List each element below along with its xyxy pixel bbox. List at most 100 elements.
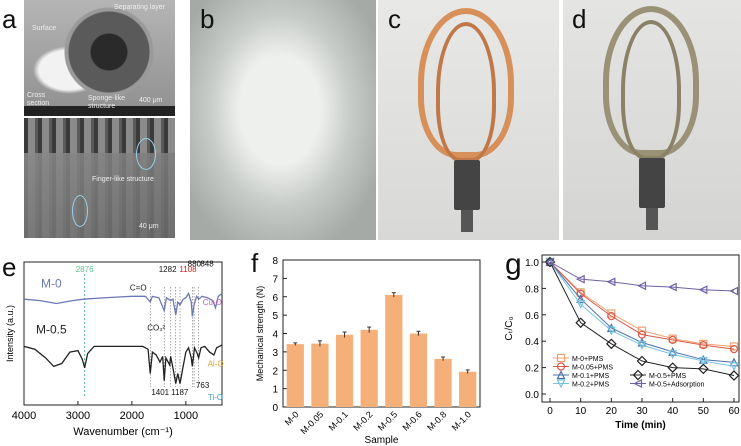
e-peak-annotation: 848	[200, 259, 214, 268]
g-legend-label: M-0.1+PMS	[572, 373, 609, 380]
f-bar-M-0.05	[311, 343, 329, 407]
g-legend-marker	[556, 370, 566, 380]
g-x-tick-label: 0	[547, 406, 553, 417]
g-x-tick-label: 50	[698, 406, 710, 417]
f-bar-M-0	[286, 344, 304, 407]
panel-label-e: e	[2, 252, 17, 282]
f-x-tick-label: M-0.1	[327, 409, 350, 432]
g-x-tick-label: 20	[606, 406, 618, 417]
e-y-axis-label: Intensity (a.u.)	[5, 305, 15, 362]
g-point	[545, 257, 555, 267]
g-point	[667, 282, 677, 292]
g-line-M-0.5+PMS	[549, 261, 735, 377]
g-x-tick-label: 10	[575, 406, 587, 417]
scale-bar-400: 400 μm	[139, 97, 163, 104]
g-legend-marker	[633, 379, 643, 388]
g-legend-label: M-0.5+Adsorption	[649, 382, 705, 389]
label-surface: Surface	[32, 25, 57, 32]
f-y-tick-label: 4	[272, 330, 278, 341]
f-y-tick-label: 6	[272, 293, 278, 304]
g-point	[606, 326, 616, 336]
g-line-M-0.5+Adsorption	[549, 261, 735, 292]
e-x-tick-label: 4000	[12, 410, 36, 422]
e-x-tick-label: 1000	[174, 410, 198, 422]
sem-image-finger-structure: Finger-like structure 40 μm	[24, 118, 175, 238]
e-peak-annotation: 763	[196, 381, 210, 390]
f-y-tick-label: 7	[272, 274, 278, 285]
f-bar-M-0.8	[434, 358, 452, 407]
e-peak-annotation: C=O	[130, 284, 147, 293]
g-legend-label: M-0+PMS	[572, 356, 604, 363]
g-point	[667, 362, 679, 373]
label-separating-layer: Separating layer	[114, 4, 165, 11]
e-peak-annotation: Ti-O	[208, 393, 223, 402]
g-point	[668, 335, 677, 344]
panel-label-a: a	[2, 4, 17, 34]
f-x-tick-label: M-0.6	[401, 409, 424, 432]
g-line-M-0.05+PMS	[549, 261, 735, 350]
panel-label-f: f	[251, 248, 259, 278]
g-legend-marker	[632, 369, 644, 381]
label-cross-section: Cross section	[27, 92, 50, 107]
f-x-tick-label: M-0	[283, 409, 301, 427]
f-bar-M-0.1	[335, 334, 354, 407]
photo-white-fibers	[190, 0, 376, 240]
g-y-tick-label: 1.0	[525, 258, 539, 269]
g-point	[606, 277, 616, 287]
g-point	[668, 346, 678, 356]
g-legend-marker	[556, 362, 566, 371]
f-y-tick-label: 0	[272, 403, 278, 414]
panel-label-g: g	[505, 248, 522, 281]
g-point	[607, 312, 616, 321]
g-point	[728, 370, 740, 381]
f-y-tick-label: 2	[272, 366, 278, 377]
g-point	[636, 355, 648, 367]
e-x-tick-label: 3000	[66, 410, 90, 422]
e-peak-annotation: 1282	[159, 265, 177, 274]
g-point	[605, 338, 617, 350]
g-point	[699, 341, 708, 350]
g-plot-frame	[541, 254, 740, 403]
panel-label-b: b	[200, 4, 215, 34]
g-legend-label: M-0.5+PMS	[649, 373, 686, 380]
g-point	[729, 362, 739, 372]
g-point	[606, 323, 616, 333]
g-y-tick-label: 0.8	[525, 284, 539, 295]
g-point	[576, 294, 586, 304]
g-legend-marker	[556, 353, 566, 363]
e-spectrum-M-0.5	[23, 344, 223, 384]
g-x-tick-label: 40	[667, 406, 679, 417]
f-y-tick-label: 3	[272, 348, 278, 359]
e-series-label: M-0	[41, 277, 62, 291]
g-point	[697, 363, 709, 375]
g-point	[576, 300, 586, 310]
f-y-tick-label: 5	[272, 311, 278, 322]
f-x-axis-label: Sample	[365, 435, 399, 446]
g-point	[729, 345, 739, 354]
f-x-tick-label: M-0.2	[351, 409, 374, 432]
f-x-tick-label: M-0.05	[298, 409, 325, 436]
e-peak-annotation: Al-O	[208, 359, 224, 368]
g-line-M-0.1+PMS	[549, 261, 735, 363]
f-bar-M-0.6	[409, 333, 428, 407]
g-point	[729, 286, 739, 296]
g-point	[575, 317, 587, 329]
g-x-tick-label: 30	[636, 406, 648, 417]
g-y-tick-label: 0.2	[525, 364, 539, 375]
photo-grey-fiber-module	[563, 0, 741, 240]
f-bar-M-0.5	[385, 294, 403, 407]
e-peak-annotation: 1187	[171, 388, 189, 397]
g-x-axis-label: Time (min)	[615, 420, 665, 431]
photo-copper-fiber-module	[378, 0, 559, 240]
f-x-tick-label: M-0.8	[425, 409, 448, 432]
f-y-tick-label: 8	[272, 256, 278, 267]
g-line-M-0.2+PMS	[549, 261, 735, 367]
e-peak-annotation: 2876	[76, 265, 94, 274]
e-peak-annotation: Cu-O	[203, 298, 222, 307]
g-point	[637, 341, 647, 351]
e-plot-frame	[23, 261, 223, 406]
g-y-axis-label: Cₜ/C₀	[504, 316, 515, 340]
f-bar-M-1.0	[459, 371, 477, 407]
e-x-axis-label: Wavenumber (cm⁻¹)	[73, 426, 173, 438]
